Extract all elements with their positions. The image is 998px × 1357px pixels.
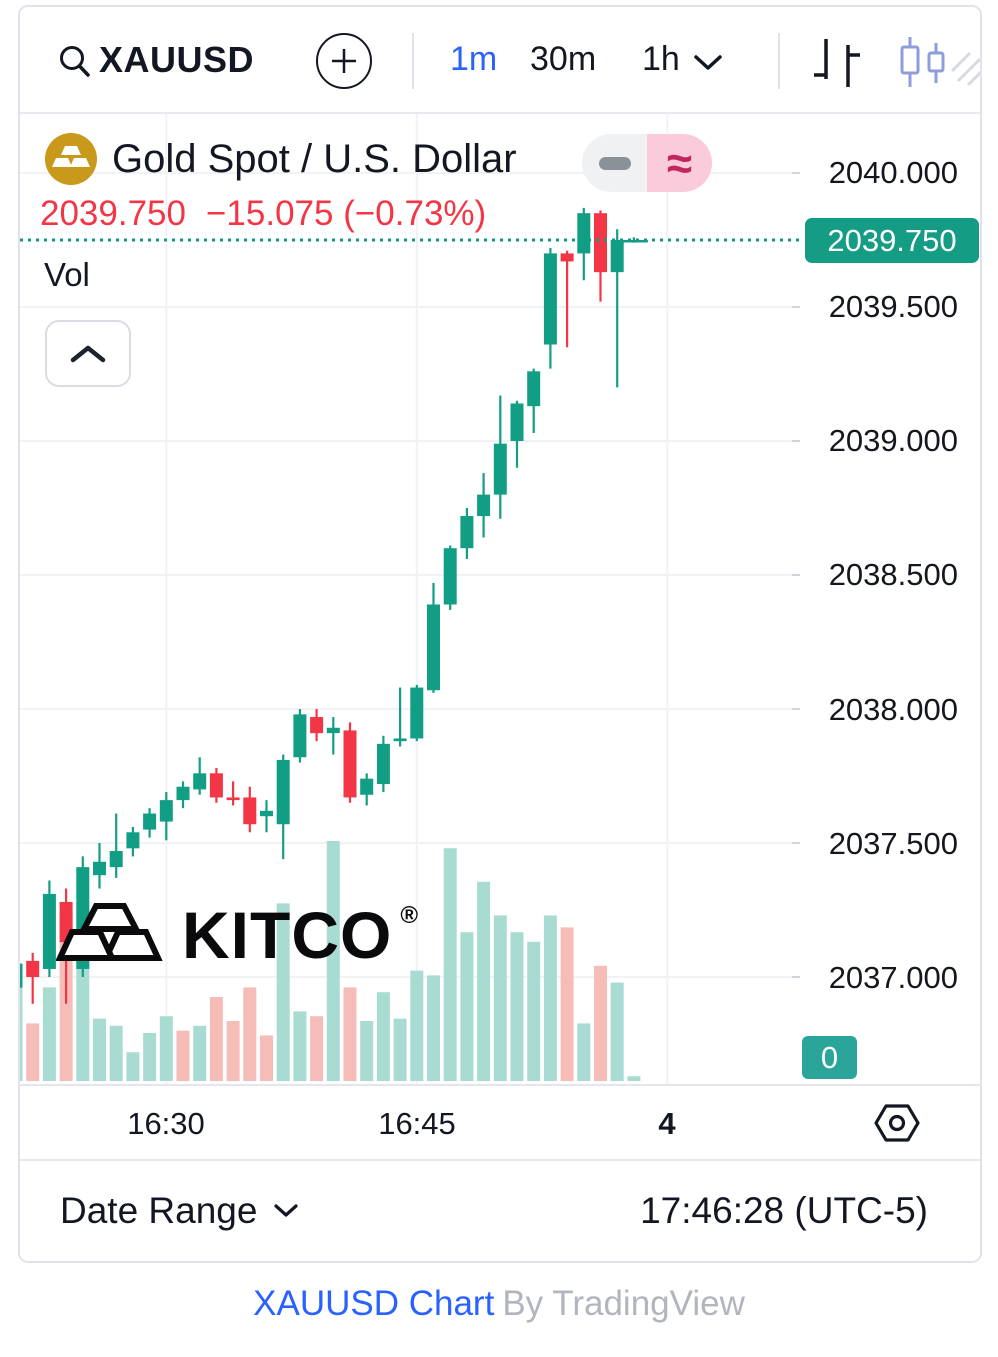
symbol-chart-link[interactable]: XAUUSD Chart [253,1284,495,1323]
price-axis-label: 2039.000 [828,423,958,458]
price-change-readout: 2039.750 −15.075 (−0.73%) [40,194,486,234]
by-tradingview-text: By TradingView [502,1284,745,1323]
last-price-badge: 2039.750 [805,218,979,263]
kitco-gold-bars-icon [56,903,163,961]
gold-bars-icon [45,133,97,185]
bar-chart-style-icon[interactable] [810,35,868,89]
volume-zero-badge: 0 [802,1036,857,1079]
price-axis-label: 2039.500 [828,289,958,324]
chart-widget: XAUUSD 1m 30m 1h [18,5,982,1263]
price-axis-label: 2037.000 [828,960,958,995]
change-text: −15.075 (−0.73%) [205,194,487,233]
date-range-button[interactable]: Date Range [60,1190,299,1232]
interval-30m[interactable]: 30m [530,40,597,78]
chart-pane[interactable]: Gold Spot / U.S. Dollar ≈ 2039.750 −15.07… [20,114,982,1084]
interval-chevron-down-icon[interactable] [692,53,724,73]
chevron-up-icon [70,345,106,362]
time-tick: 16:30 [127,1105,205,1141]
collapse-legend-button[interactable] [45,320,131,387]
add-symbol-button[interactable] [316,33,372,89]
legend: Gold Spot / U.S. Dollar [44,132,517,186]
chevron-down-icon [274,1204,299,1217]
search-icon[interactable] [56,43,94,81]
toolbar-divider [778,33,780,89]
attribution-footer: XAUUSD Chart By TradingView [0,1284,998,1324]
toolbar-divider [412,33,414,89]
price-axis-label: 2038.000 [828,692,958,727]
last-price-text: 2039.750 [40,194,186,233]
kitco-watermark: KITCO ® [56,902,418,968]
instrument-title: Gold Spot / U.S. Dollar [112,136,517,181]
date-tick: 4 [658,1105,676,1141]
line-style-option[interactable] [582,134,647,192]
time-tick: 16:45 [378,1105,456,1141]
price-axis-label: 2037.500 [828,826,958,861]
toolbar: XAUUSD 1m 30m 1h [20,7,980,114]
interval-1h[interactable]: 1h [642,40,680,78]
area-style-option[interactable]: ≈ [647,134,712,192]
registered-mark: ® [400,902,419,929]
interval-1m[interactable]: 1m [450,40,498,78]
date-range-bar: Date Range 17:46:28 (UTC-5) [20,1159,980,1261]
plus-icon [332,49,356,73]
volume-study-label: Vol [44,256,90,293]
candlestick-style-icon[interactable] [898,35,950,89]
kitco-text: KITCO [182,898,393,972]
price-axis-label: 2038.500 [828,557,958,592]
time-axis[interactable]: 16:30 16:45 4 [20,1084,980,1159]
date-range-label: Date Range [60,1190,258,1231]
resize-handle-icon[interactable] [950,51,982,87]
chart-properties-icon[interactable] [872,1101,922,1145]
clock-readout: 17:46:28 (UTC-5) [640,1190,928,1231]
chart-style-toggle[interactable]: ≈ [582,134,712,192]
symbol-search-button[interactable]: XAUUSD [99,38,255,80]
candlestick-volume-chart[interactable] [20,114,982,1084]
line-icon [598,156,631,170]
price-axis-label: 2040.000 [828,155,958,190]
